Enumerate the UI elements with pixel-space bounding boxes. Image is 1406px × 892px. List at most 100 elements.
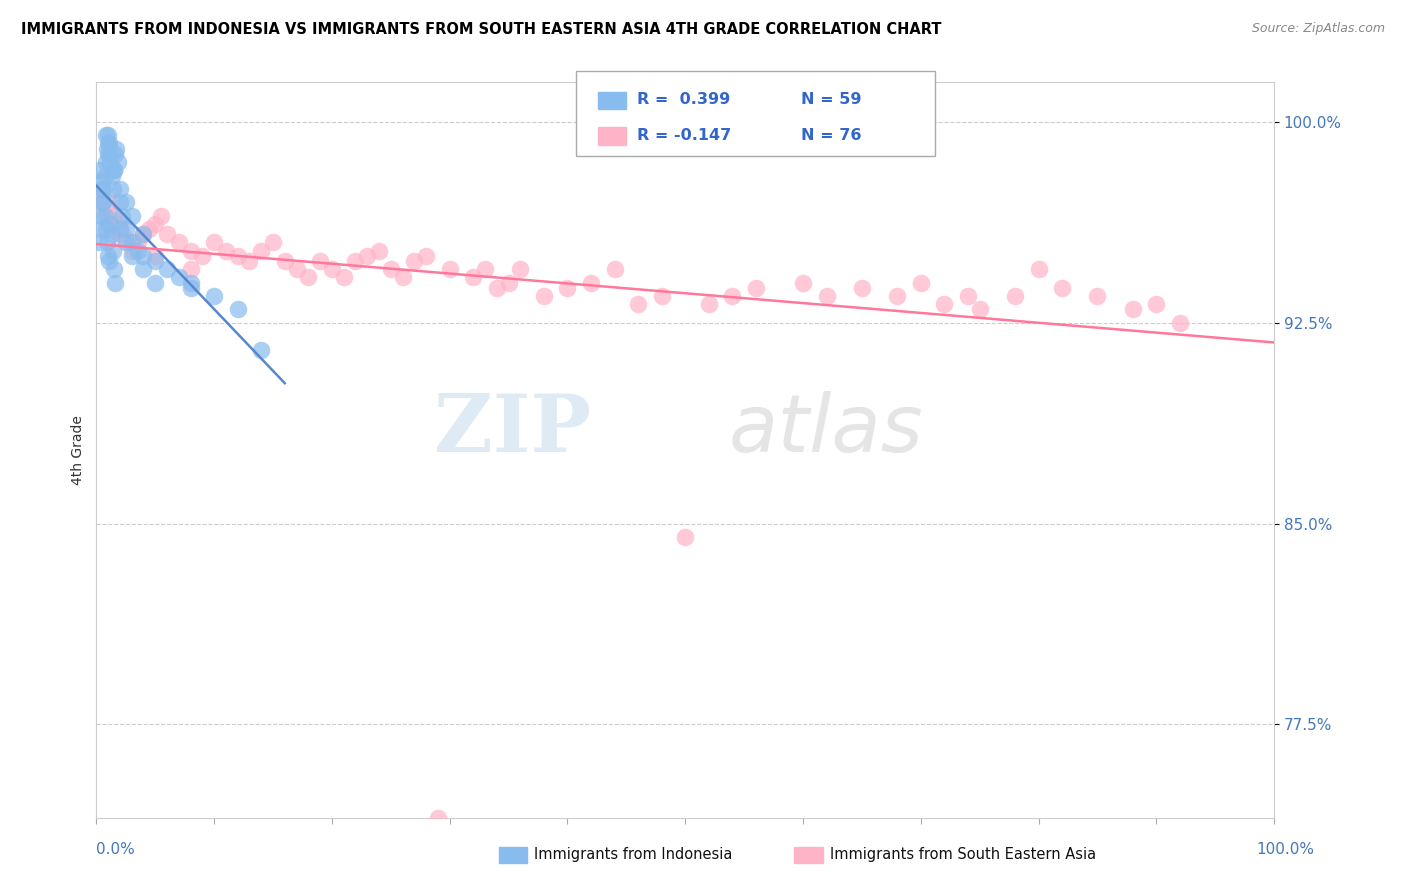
Point bbox=[101, 244, 124, 258]
Point bbox=[167, 270, 190, 285]
Point bbox=[114, 195, 136, 210]
Point bbox=[100, 217, 122, 231]
Point bbox=[91, 195, 114, 210]
Text: N = 59: N = 59 bbox=[801, 92, 862, 107]
Point bbox=[344, 254, 367, 268]
Point bbox=[226, 302, 249, 317]
Point bbox=[956, 289, 979, 303]
Point bbox=[121, 235, 143, 250]
Point bbox=[114, 235, 136, 250]
Point bbox=[103, 209, 125, 223]
Point bbox=[100, 169, 122, 183]
Text: Immigrants from Indonesia: Immigrants from Indonesia bbox=[534, 847, 733, 862]
Point bbox=[851, 281, 873, 295]
Text: IMMIGRANTS FROM INDONESIA VS IMMIGRANTS FROM SOUTH EASTERN ASIA 4TH GRADE CORREL: IMMIGRANTS FROM INDONESIA VS IMMIGRANTS … bbox=[21, 22, 942, 37]
Point bbox=[96, 142, 118, 156]
Point bbox=[180, 281, 202, 295]
Point bbox=[107, 217, 129, 231]
Point bbox=[91, 182, 114, 196]
Text: R = -0.147: R = -0.147 bbox=[637, 128, 731, 143]
Text: ZIP: ZIP bbox=[434, 391, 591, 469]
Point bbox=[745, 281, 768, 295]
Point bbox=[107, 155, 129, 169]
Point bbox=[93, 182, 115, 196]
Point bbox=[910, 276, 932, 290]
Point bbox=[105, 142, 128, 156]
Point bbox=[97, 209, 120, 223]
Point bbox=[180, 276, 202, 290]
Text: Immigrants from South Eastern Asia: Immigrants from South Eastern Asia bbox=[830, 847, 1095, 862]
Point bbox=[121, 235, 143, 250]
Point bbox=[150, 209, 173, 223]
Point bbox=[100, 227, 122, 242]
Point bbox=[651, 289, 673, 303]
Point bbox=[356, 249, 378, 263]
Point bbox=[143, 254, 166, 268]
Point bbox=[98, 254, 121, 268]
Text: R =  0.399: R = 0.399 bbox=[637, 92, 730, 107]
Point bbox=[121, 249, 143, 263]
Point bbox=[127, 244, 149, 258]
Point bbox=[90, 174, 112, 188]
Point bbox=[87, 235, 110, 250]
Point bbox=[1144, 297, 1167, 311]
Point bbox=[886, 289, 908, 303]
Point bbox=[180, 244, 202, 258]
Point bbox=[285, 262, 308, 277]
Point bbox=[97, 147, 120, 161]
Point bbox=[143, 276, 166, 290]
Point bbox=[111, 227, 134, 242]
Point bbox=[250, 244, 273, 258]
Point bbox=[297, 270, 319, 285]
Point bbox=[603, 262, 626, 277]
Point bbox=[94, 201, 117, 215]
Point bbox=[215, 244, 238, 258]
Point bbox=[579, 276, 602, 290]
Point bbox=[114, 235, 136, 250]
Point bbox=[463, 270, 485, 285]
Text: 0.0%: 0.0% bbox=[96, 842, 135, 856]
Point bbox=[93, 195, 115, 210]
Point bbox=[93, 209, 115, 223]
Point bbox=[103, 163, 125, 178]
Text: 100.0%: 100.0% bbox=[1257, 842, 1315, 856]
Point bbox=[474, 262, 496, 277]
Point bbox=[238, 254, 260, 268]
Point bbox=[97, 136, 120, 151]
Point bbox=[91, 195, 114, 210]
Point bbox=[533, 289, 555, 303]
Point bbox=[191, 249, 214, 263]
Point bbox=[108, 227, 131, 242]
Point bbox=[415, 249, 437, 263]
Point bbox=[180, 262, 202, 277]
Point bbox=[156, 227, 179, 242]
Point bbox=[380, 262, 402, 277]
Point bbox=[94, 222, 117, 236]
Point bbox=[1168, 316, 1191, 330]
Text: Source: ZipAtlas.com: Source: ZipAtlas.com bbox=[1251, 22, 1385, 36]
Point bbox=[557, 281, 579, 295]
Point bbox=[721, 289, 744, 303]
Point bbox=[309, 254, 332, 268]
Point bbox=[108, 182, 131, 196]
Point bbox=[97, 249, 120, 263]
Point bbox=[498, 276, 520, 290]
Point bbox=[93, 169, 115, 183]
Point bbox=[132, 262, 155, 277]
Point bbox=[104, 276, 127, 290]
Point bbox=[250, 343, 273, 357]
Point bbox=[143, 249, 166, 263]
Point bbox=[132, 227, 155, 242]
Point bbox=[439, 262, 461, 277]
Point bbox=[108, 222, 131, 236]
Point bbox=[104, 147, 127, 161]
Point bbox=[132, 249, 155, 263]
Point bbox=[143, 217, 166, 231]
Text: N = 76: N = 76 bbox=[801, 128, 862, 143]
Point bbox=[156, 262, 179, 277]
Point bbox=[1028, 262, 1050, 277]
Point bbox=[368, 244, 391, 258]
Point bbox=[274, 254, 297, 268]
Point bbox=[121, 209, 143, 223]
Point bbox=[90, 209, 112, 223]
